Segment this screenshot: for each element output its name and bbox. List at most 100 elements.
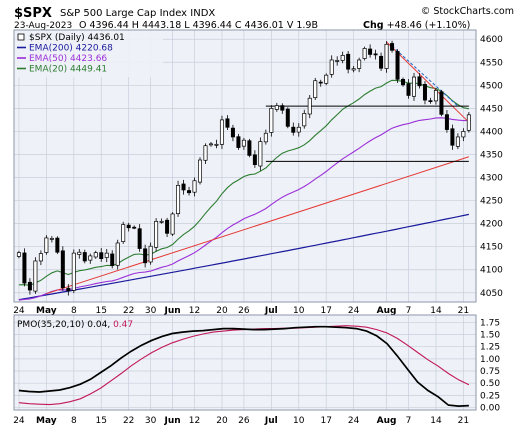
price-tick-label: 4150 — [480, 243, 503, 253]
candle-body — [285, 108, 290, 127]
candle-body — [422, 84, 427, 101]
date-tick-label: 22 — [123, 416, 134, 426]
price-tick-label: 4400 — [480, 127, 503, 137]
candle-body — [55, 237, 60, 253]
candle-body — [395, 51, 400, 80]
candle-body — [38, 253, 43, 262]
candle-body — [126, 224, 131, 229]
date-tick-label: 30 — [145, 306, 157, 316]
candle-body — [362, 48, 367, 59]
pmo-date-axis: 24 May 8 15 22 30 Jun 12 20 26 Jul 10 17 24 Aug 7 14 21 — [13, 416, 469, 426]
date-tick-label: 26 — [238, 306, 250, 316]
date-tick-label: 26 — [238, 416, 250, 426]
credit-text: © StockCharts.com — [421, 6, 514, 17]
legend-candle-swatch — [17, 33, 25, 41]
candle-body — [154, 220, 159, 248]
date-tick-label: 7 — [406, 306, 412, 316]
pmo-tick-label: 1.00 — [480, 355, 500, 365]
candle-body — [82, 252, 87, 262]
pmo-legend-label: PMO(35,20,10) — [17, 320, 84, 330]
candle-body — [165, 219, 170, 234]
date-tick-label: 12 — [189, 306, 200, 316]
legend-background — [15, 31, 163, 77]
pmo-panel-border — [13, 314, 477, 411]
candle-body — [22, 252, 27, 284]
candle-body — [77, 251, 82, 255]
candle-body — [401, 78, 406, 86]
candle-body — [444, 114, 449, 130]
pmo-legend-signal: 0.47 — [113, 320, 133, 330]
candle-body — [291, 126, 296, 133]
candle-body — [340, 55, 345, 61]
pmo-axis-ticks: 0.00 0.25 0.50 0.75 1.00 1.25 1.50 1.75 — [480, 318, 500, 413]
candle-body — [296, 126, 301, 133]
legend-entry: EMA(200) 4220.68 — [29, 44, 113, 54]
candle-body — [110, 253, 115, 266]
candle-body — [176, 185, 181, 215]
candle-body — [329, 59, 334, 75]
ema-lines — [18, 79, 470, 301]
candle-body — [412, 76, 416, 97]
pmo-gridlines — [14, 315, 476, 410]
trendlines — [46, 41, 470, 295]
ema50-line — [18, 117, 469, 301]
date-tick-label: 21 — [458, 416, 469, 426]
date-tick-label: Jul — [264, 306, 278, 316]
date-tick-label: 15 — [96, 306, 107, 316]
candle-body — [170, 213, 175, 235]
candle-body — [318, 81, 323, 84]
candle-body — [455, 136, 460, 147]
pmo-panel: 0.00 0.25 0.50 0.75 1.00 1.25 1.50 1.75 PMO(35,… — [13, 314, 500, 414]
candle-body — [324, 74, 329, 84]
date-tick-label: 7 — [406, 416, 412, 426]
candle-body — [466, 114, 471, 131]
candle-body — [302, 113, 307, 127]
pmo-tick-label: 0.00 — [480, 404, 500, 414]
date-tick-label: May — [36, 416, 57, 426]
candle-body — [351, 68, 356, 71]
index-name-text: S&P 500 Large Cap Index — [60, 8, 187, 19]
date-tick-label: 24 — [13, 306, 25, 316]
candle-body — [132, 226, 137, 229]
ohlc-values: O 4396.44 H 4443.18 L 4396.44 C 4436.01 … — [79, 20, 318, 31]
candle-body — [236, 136, 241, 148]
candle-body — [241, 139, 246, 147]
date-tick-label: 21 — [458, 306, 469, 316]
date-tick-label: 24 — [348, 306, 360, 316]
candle-body — [143, 248, 148, 264]
candle-body — [307, 97, 312, 115]
date-tick-label: 15 — [96, 416, 107, 426]
date-tick-label: 8 — [71, 416, 77, 426]
candle-body — [137, 228, 142, 249]
candle-body — [99, 252, 104, 260]
date-tick-label: Jul — [264, 416, 278, 426]
ema200-line — [18, 213, 470, 301]
price-date-axis: 24 May 8 15 22 30 Jun 12 20 26 Jul 10 17 24 Aug 7 14 21 — [13, 306, 469, 316]
candle-body — [71, 252, 76, 291]
date-tick-label: Jun — [163, 306, 180, 316]
price-tick-label: 4350 — [480, 150, 503, 160]
date-tick-label: 20 — [216, 416, 228, 426]
price-tick-label: 4500 — [480, 81, 503, 91]
price-panel: 4050 4100 4150 4200 4250 4300 4350 4400 4450 4500… — [13, 29, 503, 303]
candle-body — [461, 131, 466, 138]
price-tick-label: 4250 — [480, 197, 503, 207]
candle-body — [88, 255, 93, 261]
candle-body — [274, 105, 279, 110]
date-tick-label: 8 — [71, 306, 77, 316]
price-tick-label: 4300 — [480, 174, 503, 184]
candle-body — [428, 100, 433, 102]
candle-body — [121, 224, 126, 242]
candle-body — [368, 48, 373, 55]
candle-body — [181, 183, 186, 191]
candle-body — [379, 55, 384, 69]
candle-body — [192, 180, 197, 193]
candle-body — [225, 118, 230, 128]
date-tick-label: Aug — [377, 416, 397, 426]
legend-entry: EMA(50) 4423.66 — [29, 54, 107, 64]
candle-body — [269, 108, 274, 133]
trendline-red — [386, 41, 470, 123]
candle-body — [263, 132, 268, 143]
date-tick-label: 17 — [320, 306, 331, 316]
